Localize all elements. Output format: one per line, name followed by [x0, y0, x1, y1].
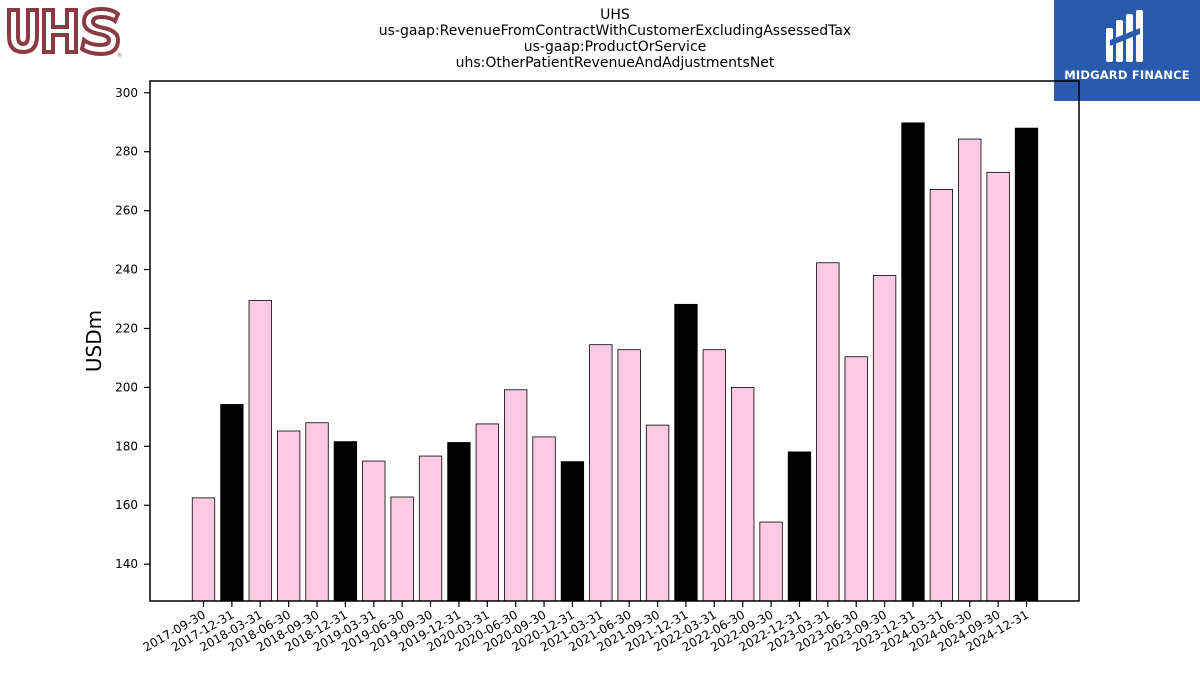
bar-2020-03-31 — [475, 423, 499, 602]
bar-2021-09-30 — [645, 424, 670, 602]
chart-title: UHS us-gaap:RevenueFromContractWithCusto… — [300, 7, 930, 71]
bar-2018-06-30 — [276, 430, 301, 602]
bar-2021-06-30 — [617, 349, 641, 602]
y-axis-label: USDm — [82, 310, 106, 372]
bar-2024-06-30 — [958, 138, 982, 602]
bars-group — [191, 122, 1039, 602]
bar-2021-03-31 — [589, 344, 613, 602]
bar-2017-09-30 — [191, 497, 216, 602]
chart-title-line-1: UHS — [600, 7, 630, 23]
y-tick-label: 280 — [115, 145, 138, 159]
bar-2024-09-30 — [986, 171, 1010, 602]
bar-2018-12-31 — [333, 441, 358, 602]
bar-2019-09-30 — [418, 455, 443, 602]
y-tick-label: 180 — [115, 439, 138, 453]
svg-text:®: ® — [117, 52, 122, 58]
bar-2023-03-31 — [816, 262, 840, 602]
y-tick-label: 220 — [115, 321, 138, 335]
bar-2022-12-31 — [787, 451, 812, 602]
y-tick-label: 260 — [115, 204, 138, 218]
y-tick-label: 300 — [115, 86, 138, 100]
bar-2019-06-30 — [390, 496, 414, 602]
plot-frame — [149, 80, 1080, 602]
x-axis: 2017-09-302017-12-312018-03-312018-06-30… — [141, 601, 1031, 654]
bar-2020-09-30 — [532, 436, 556, 602]
chart-title-line-3: us-gaap:ProductOrService — [523, 39, 707, 55]
bar-2023-12-31 — [901, 122, 925, 602]
y-tick-label: 240 — [115, 263, 138, 277]
bar-2017-12-31 — [220, 404, 244, 602]
bar-2020-12-31 — [560, 461, 585, 602]
bar-2024-12-31 — [1014, 127, 1039, 602]
bar-2023-06-30 — [844, 356, 868, 602]
midgard-finance-logo-text: MIDGARD FINANCE — [1064, 68, 1190, 82]
bar-2020-06-30 — [504, 389, 528, 602]
bar-2022-06-30 — [731, 386, 755, 602]
bar-2021-12-31 — [674, 303, 698, 602]
bar-2024-03-31 — [929, 189, 954, 602]
uhs-logo: ® — [4, 6, 124, 59]
bar-2018-09-30 — [305, 422, 329, 602]
chart-title-line-4: uhs:OtherPatientRevenueAndAdjustmentsNet — [455, 55, 775, 71]
bar-2022-09-30 — [759, 521, 783, 602]
y-tick-label: 140 — [115, 557, 138, 571]
bar-2018-03-31 — [248, 300, 272, 602]
bar-2023-09-30 — [872, 275, 897, 602]
chart-title-line-2: us-gaap:RevenueFromContractWithCustomerE… — [378, 23, 852, 39]
y-tick-label: 160 — [115, 498, 138, 512]
bar-2019-12-31 — [447, 442, 471, 602]
bar-2022-03-31 — [702, 349, 726, 602]
y-tick-label: 200 — [115, 380, 138, 394]
bar-2019-03-31 — [362, 460, 386, 602]
y-axis: 140 160 180 200 220 240 260 280 300 — [115, 86, 150, 571]
